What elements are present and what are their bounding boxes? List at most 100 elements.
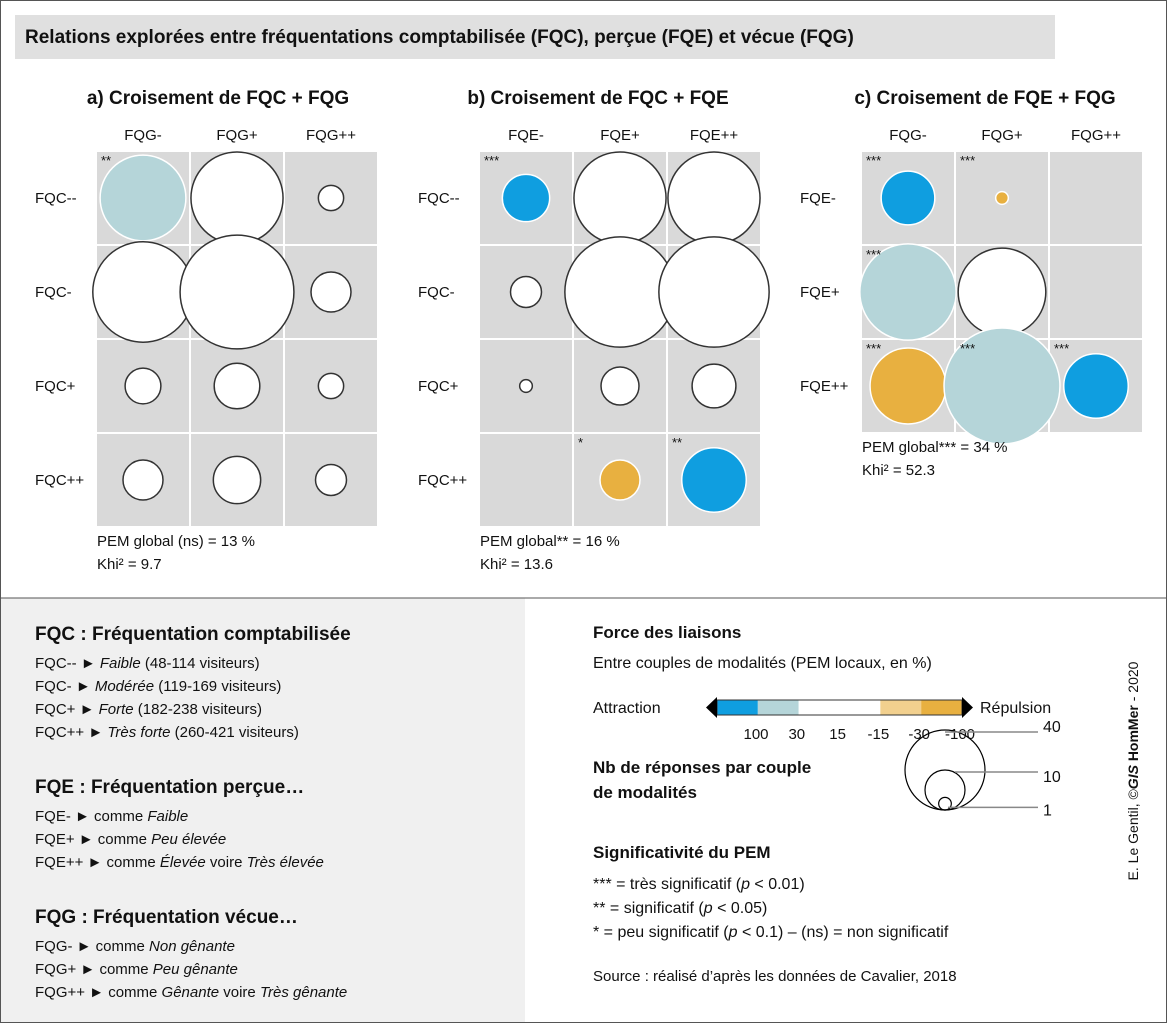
bubble (599, 459, 641, 501)
row-label: FQE+ (800, 284, 840, 301)
significance-line: ** = significatif (p < 0.05) (593, 900, 767, 917)
scale-tick-label: 100 (743, 726, 768, 743)
text-part: p (703, 900, 713, 917)
scale-tick-label: 30 (788, 726, 805, 743)
column-label: FQG++ (306, 127, 356, 144)
bubble (179, 234, 295, 350)
khi2: Khi² = 9.7 (97, 556, 162, 573)
legend-title: de modalités (593, 783, 697, 802)
significance: *** (960, 341, 975, 356)
row-label: FQC-- (35, 190, 77, 207)
pem-global: PEM global (ns) = 13 % (97, 533, 255, 550)
panel-title: b) Croisement de FQC + FQE (467, 88, 728, 109)
bubble (880, 170, 936, 226)
bubble (92, 241, 194, 343)
text-part: Très élevée (247, 854, 324, 871)
text-part: Peu élevée (151, 831, 226, 848)
definition-line: FQE++ ► comme Élevée voire Très élevée (35, 854, 324, 871)
text-part: FQC-- ► (35, 655, 100, 672)
legend-title: Force des liaisons (593, 623, 741, 642)
definition-heading: FQE : Fréquentation perçue… (35, 777, 304, 798)
legend-subtitle: Entre couples de modalités (PEM locaux, … (593, 655, 932, 672)
column-label: FQG++ (1071, 127, 1121, 144)
text-part: HomMer (1125, 705, 1141, 765)
text-part: Très gênante (260, 984, 347, 1001)
text-part: FQG- ► comme (35, 938, 149, 955)
definition-line: FQE- ► comme Faible (35, 808, 188, 825)
panel-title: c) Croisement de FQE + FQG (854, 88, 1115, 109)
column-label: FQE+ (600, 127, 640, 144)
row-label: FQE- (800, 190, 836, 207)
text-part: FQE++ ► comme (35, 854, 160, 871)
khi2: Khi² = 52.3 (862, 462, 935, 479)
title: Relations explorées entre fréquentations… (25, 27, 854, 48)
bubble (957, 247, 1047, 337)
significance: ** (101, 153, 111, 168)
bubble (124, 367, 162, 405)
significance-line: * = peu significatif (p < 0.1) – (ns) = … (593, 924, 949, 941)
column-label: FQG+ (981, 127, 1022, 144)
definition-line: FQG++ ► comme Gênante voire Très gênante (35, 984, 347, 1001)
row-label: FQC+ (418, 378, 459, 395)
text-part: * = peu significatif ( (593, 924, 729, 941)
text-part: Gênante (162, 984, 220, 1001)
significance-line: *** = très significatif (p < 0.01) (593, 876, 805, 893)
text-part: < 0.1) – (ns) = non significatif (738, 924, 949, 941)
bubble (509, 275, 543, 309)
cell (1050, 152, 1142, 244)
text-part: p (728, 924, 738, 941)
bubble (573, 151, 667, 245)
column-label: FQG- (124, 127, 162, 144)
definition-line: FQC++ ► Très forte (260-421 visiteurs) (35, 724, 299, 741)
text-part: FQG++ ► comme (35, 984, 162, 1001)
text-part: (260-421 visiteurs) (170, 724, 298, 741)
scale-tick-label: -30 (908, 726, 930, 743)
scale-arrow (962, 697, 973, 718)
text-part: Élevée (160, 854, 206, 871)
significance: *** (1054, 341, 1069, 356)
bubble (994, 190, 1010, 206)
text-part: GIS (1125, 764, 1141, 789)
bubble (869, 347, 947, 425)
text-part: Peu gênante (153, 961, 238, 978)
bubble (314, 463, 348, 497)
scale-tick-label: 15 (829, 726, 846, 743)
size-legend-circle (924, 769, 966, 811)
cell (480, 434, 572, 526)
text-part: voire (206, 854, 247, 871)
bubble (600, 366, 640, 406)
text-part: (48-114 visiteurs) (141, 655, 260, 672)
bubble (518, 378, 534, 394)
bubble (99, 154, 187, 242)
source: Source : réalisé d’après les données de … (593, 968, 957, 985)
column-label: FQE++ (690, 127, 739, 144)
text-part: voire (219, 984, 260, 1001)
cell (1050, 246, 1142, 338)
size-legend-circle (938, 796, 952, 811)
khi2: Khi² = 13.6 (480, 556, 553, 573)
scale-tick-label: -15 (868, 726, 890, 743)
legend-title: Significativité du PEM (593, 843, 771, 862)
significance: *** (866, 153, 881, 168)
pem-global: PEM global*** = 34 % (862, 439, 1008, 456)
size-legend-label: 10 (1043, 769, 1061, 786)
bubble (190, 151, 284, 245)
definition-line: FQC-- ► Faible (48-114 visiteurs) (35, 655, 260, 672)
column-label: FQG+ (216, 127, 257, 144)
row-label: FQC- (35, 284, 72, 301)
definition-line: FQC- ► Modérée (119-169 visiteurs) (35, 678, 281, 695)
bubble (213, 362, 261, 410)
text-part: ** = significatif ( (593, 900, 704, 917)
text-part: FQE- ► comme (35, 808, 147, 825)
definition-line: FQC+ ► Forte (182-238 visiteurs) (35, 701, 262, 718)
row-label: FQC++ (35, 472, 84, 489)
title-bar (15, 15, 1055, 59)
text-part: *** = très significatif ( (593, 876, 742, 893)
column-label: FQE- (508, 127, 544, 144)
definition-line: FQG- ► comme Non gênante (35, 938, 235, 955)
text-part: Modérée (95, 678, 154, 695)
bubble (310, 271, 352, 313)
text-part: Non gênante (149, 938, 235, 955)
bubble (317, 184, 345, 212)
